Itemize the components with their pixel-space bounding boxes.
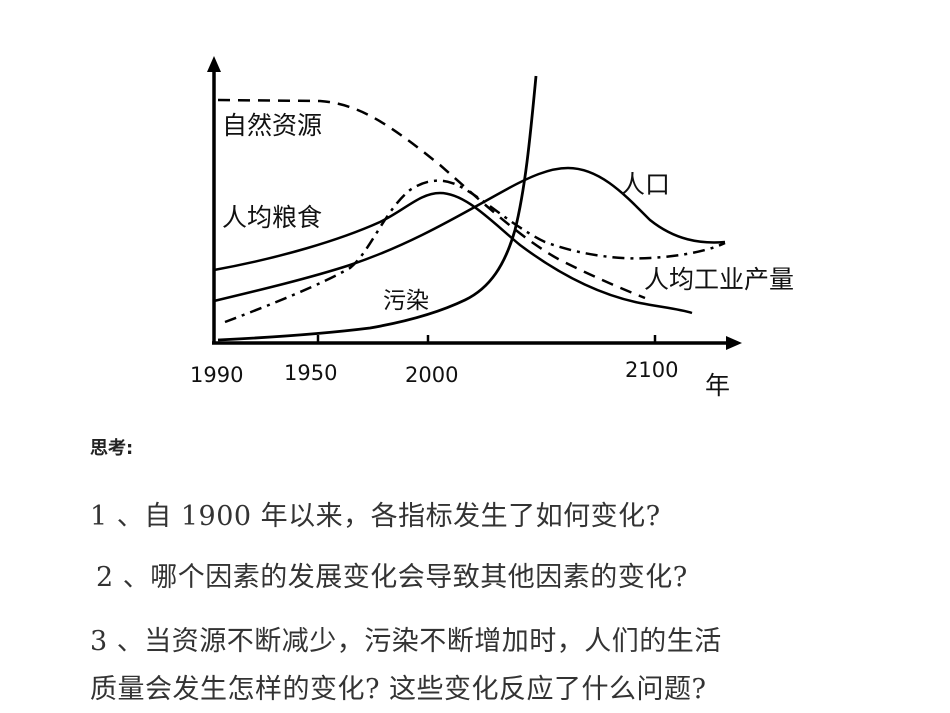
axes	[212, 66, 730, 345]
tick-label-2100: 2100	[625, 358, 678, 382]
question-2: 2 、哪个因素的发展变化会导致其他因素的变化?	[96, 562, 688, 593]
label-per-capita-food: 人均粮食	[222, 203, 322, 232]
series-per-capita-food	[213, 191, 693, 315]
question-1: 1 、自 1900 年以来，各指标发生了如何变化?	[90, 501, 661, 532]
x-axis-unit-label: 年	[705, 371, 730, 400]
series-natural-resources	[217, 98, 646, 300]
tick-label-1990: 1990	[190, 363, 243, 387]
world-model-chart: 自然资源 人均粮食 人口 人均工业产量 污染 1990 1950 2000 21…	[190, 56, 794, 400]
tick-label-2000: 2000	[405, 363, 458, 387]
series-population	[213, 166, 726, 303]
x-axis-arrow-icon	[726, 336, 742, 350]
label-pollution: 污染	[383, 288, 429, 314]
question-3-line-2: 质量会发生怎样的变化? 这些变化反应了什么问题?	[90, 674, 707, 705]
y-axis-arrow-icon	[207, 56, 221, 72]
series-per-capita-industrial-output	[224, 179, 726, 324]
tick-label-1950: 1950	[284, 361, 337, 385]
section-heading: 思考:	[90, 438, 134, 459]
series-pollution	[217, 75, 538, 342]
question-3-line-1: 3 、当资源不断减少，污染不断增加时，人们的生活	[90, 626, 722, 657]
x-ticks	[316, 335, 657, 343]
label-per-capita-industrial-output: 人均工业产量	[644, 265, 794, 294]
label-population: 人口	[620, 170, 670, 199]
label-natural-resources: 自然资源	[222, 111, 322, 140]
